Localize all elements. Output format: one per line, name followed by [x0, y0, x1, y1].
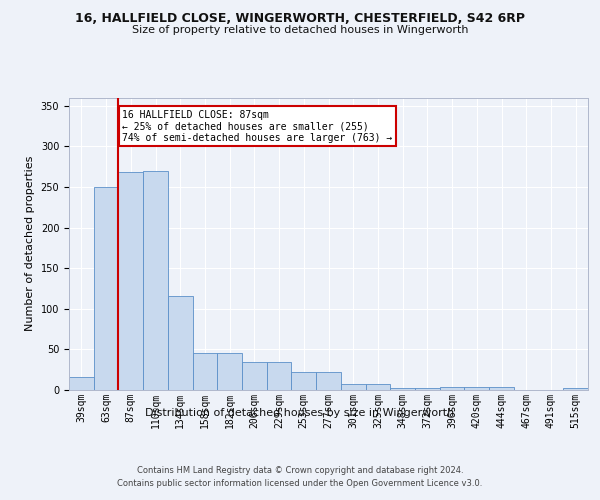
Bar — [316, 372, 341, 390]
Bar — [69, 377, 94, 390]
Bar — [341, 384, 365, 390]
Y-axis label: Number of detached properties: Number of detached properties — [25, 156, 35, 332]
Bar — [415, 388, 440, 390]
Bar — [168, 296, 193, 390]
Bar — [94, 187, 118, 390]
Bar — [242, 362, 267, 390]
Text: Size of property relative to detached houses in Wingerworth: Size of property relative to detached ho… — [132, 25, 468, 35]
Text: Distribution of detached houses by size in Wingerworth: Distribution of detached houses by size … — [145, 408, 455, 418]
Bar — [440, 387, 464, 390]
Bar — [365, 384, 390, 390]
Bar — [193, 354, 217, 390]
Text: 16, HALLFIELD CLOSE, WINGERWORTH, CHESTERFIELD, S42 6RP: 16, HALLFIELD CLOSE, WINGERWORTH, CHESTE… — [75, 12, 525, 26]
Text: 16 HALLFIELD CLOSE: 87sqm
← 25% of detached houses are smaller (255)
74% of semi: 16 HALLFIELD CLOSE: 87sqm ← 25% of detac… — [122, 110, 392, 143]
Bar — [489, 387, 514, 390]
Text: Contains HM Land Registry data © Crown copyright and database right 2024.: Contains HM Land Registry data © Crown c… — [137, 466, 463, 475]
Bar — [390, 388, 415, 390]
Bar — [143, 170, 168, 390]
Bar — [217, 354, 242, 390]
Bar — [563, 388, 588, 390]
Bar — [118, 172, 143, 390]
Text: Contains public sector information licensed under the Open Government Licence v3: Contains public sector information licen… — [118, 479, 482, 488]
Bar — [292, 372, 316, 390]
Bar — [267, 362, 292, 390]
Bar — [464, 387, 489, 390]
